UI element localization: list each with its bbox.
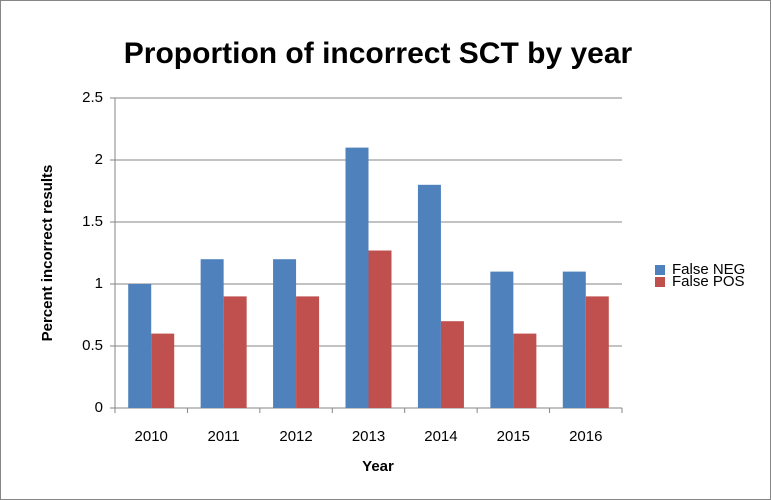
- bar: [200, 259, 224, 408]
- bar: [417, 184, 441, 408]
- x-tick-label: 2014: [424, 428, 457, 445]
- x-tick-label: 2015: [497, 428, 530, 445]
- x-tick-label: 2012: [279, 428, 312, 445]
- bar: [585, 296, 609, 408]
- y-axis-label: Percent incorrect results: [39, 165, 56, 342]
- x-tick-label: 2010: [135, 428, 168, 445]
- bar: [223, 296, 247, 408]
- x-tick-label: 2013: [352, 428, 385, 445]
- bar: [345, 147, 369, 408]
- x-axis-label: Year: [362, 458, 394, 475]
- bar: [151, 333, 175, 408]
- bar: [490, 271, 514, 408]
- bar: [296, 296, 320, 408]
- x-tick-label: 2011: [208, 428, 240, 445]
- y-tick-label: 0.5: [82, 337, 103, 354]
- legend-label: False POS: [672, 273, 745, 290]
- chart-title: Proportion of incorrect SCT by year: [124, 37, 633, 70]
- legend-swatch: [655, 265, 665, 275]
- bar: [562, 271, 586, 408]
- legend-label: False NEG: [672, 261, 745, 278]
- y-tick-label: 0: [95, 399, 103, 416]
- legend-swatch: [655, 277, 665, 287]
- bar: [513, 333, 537, 408]
- bar: [128, 284, 152, 408]
- y-tick-label: 2.5: [82, 89, 103, 106]
- y-tick-label: 1.5: [82, 213, 103, 230]
- bar: [440, 321, 464, 408]
- bar: [368, 250, 392, 408]
- x-tick-label: 2016: [569, 428, 602, 445]
- bar: [273, 259, 297, 408]
- y-tick-label: 1: [95, 275, 103, 292]
- y-tick-label: 2: [95, 151, 103, 168]
